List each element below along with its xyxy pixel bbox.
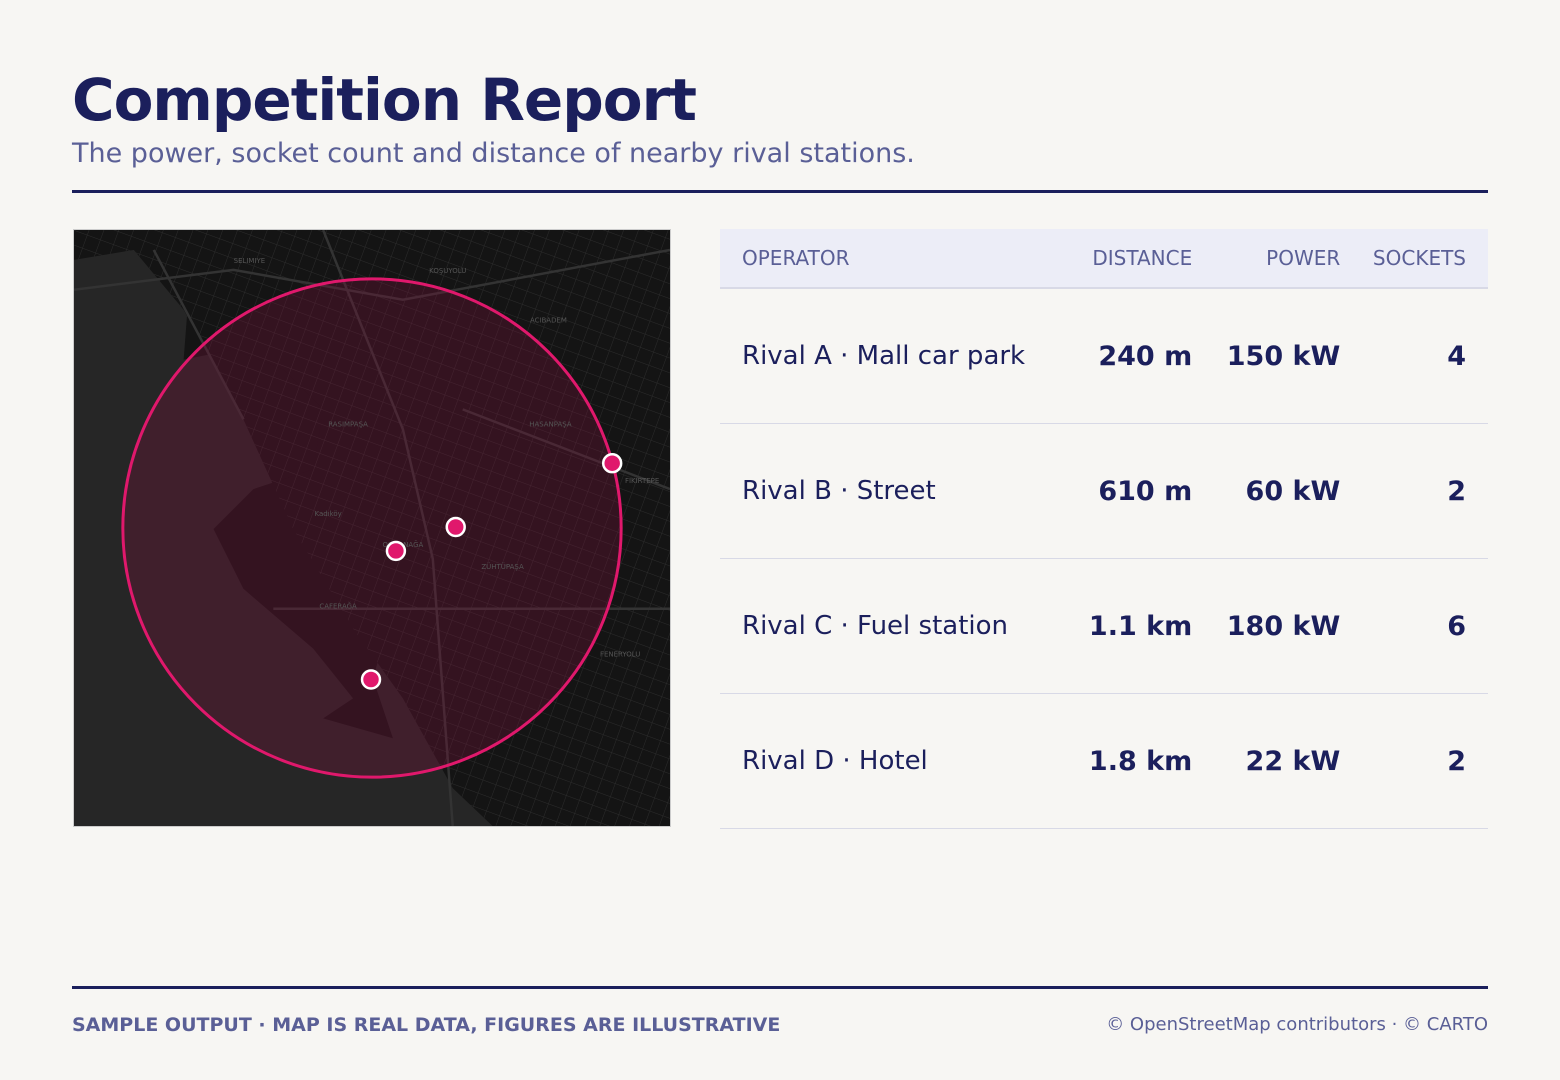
rivals-table: OPERATOR DISTANCE POWER SOCKETS Rival A · Ma… <box>720 229 1488 829</box>
column-header: POWER <box>1214 229 1363 289</box>
table-cell: Rival A · Mall car park <box>720 288 1078 424</box>
footer-note: SAMPLE OUTPUT · MAP IS REAL DATA, FIGURE… <box>72 1014 781 1036</box>
map-label: FENERYOLU <box>600 651 640 659</box>
map-label: CAFERAĞA <box>319 602 357 611</box>
title: Competition Report <box>72 66 697 134</box>
table-cell: 22 kW <box>1214 693 1363 829</box>
table-cell: Rival B · Street <box>720 423 1078 559</box>
table-cell: 180 kW <box>1214 558 1363 694</box>
table-cell: 4 <box>1362 288 1488 424</box>
table-cell: 60 kW <box>1214 423 1363 559</box>
table-cell: 2 <box>1362 693 1488 829</box>
table-cell: 240 m <box>1077 288 1215 424</box>
table-cell: 6 <box>1362 558 1488 694</box>
column-header: DISTANCE <box>1077 229 1215 289</box>
table-row: Rival A · Mall car park 240 m 150 kW 4 <box>720 288 1488 424</box>
table-cell: Rival C · Fuel station <box>720 558 1078 694</box>
map-label: RASIMPAŞA <box>328 420 368 428</box>
table-cell: 1.1 km <box>1077 558 1215 694</box>
table-cell: 1.8 km <box>1077 693 1215 829</box>
map: Kadıköy RASIMPAŞA HASANPAŞA ACIBADEM KOŞUYOL… <box>73 229 671 827</box>
footer-divider <box>72 986 1488 989</box>
subtitle: The power, socket count and distance of … <box>72 138 915 169</box>
table-cell: 150 kW <box>1214 288 1363 424</box>
map-label: ZÜHTÜPAŞA <box>481 562 524 571</box>
table-cell: 2 <box>1362 423 1488 559</box>
column-header: OPERATOR <box>720 229 1078 289</box>
map-label: ACIBADEM <box>530 317 567 325</box>
table-row: Rival C · Fuel station 1.1 km 180 kW 6 <box>720 558 1488 694</box>
map-label: Kadıköy <box>315 510 342 518</box>
footer-credit: © OpenStreetMap contributors · © CARTO <box>1106 1014 1488 1035</box>
map-label: SELIMIYE <box>234 257 266 265</box>
map-label: HASANPAŞA <box>529 420 572 428</box>
table-cell: Rival D · Hotel <box>720 693 1078 829</box>
map-label: FIKIRTEPE <box>625 477 659 485</box>
table-row: Rival B · Street 610 m 60 kW 2 <box>720 423 1488 559</box>
divider <box>72 190 1488 193</box>
table-row: Rival D · Hotel 1.8 km 22 kW 2 <box>720 693 1488 829</box>
map-label: KOŞUYOLU <box>429 267 466 275</box>
column-header: SOCKETS <box>1362 229 1488 289</box>
table-cell: 610 m <box>1077 423 1215 559</box>
